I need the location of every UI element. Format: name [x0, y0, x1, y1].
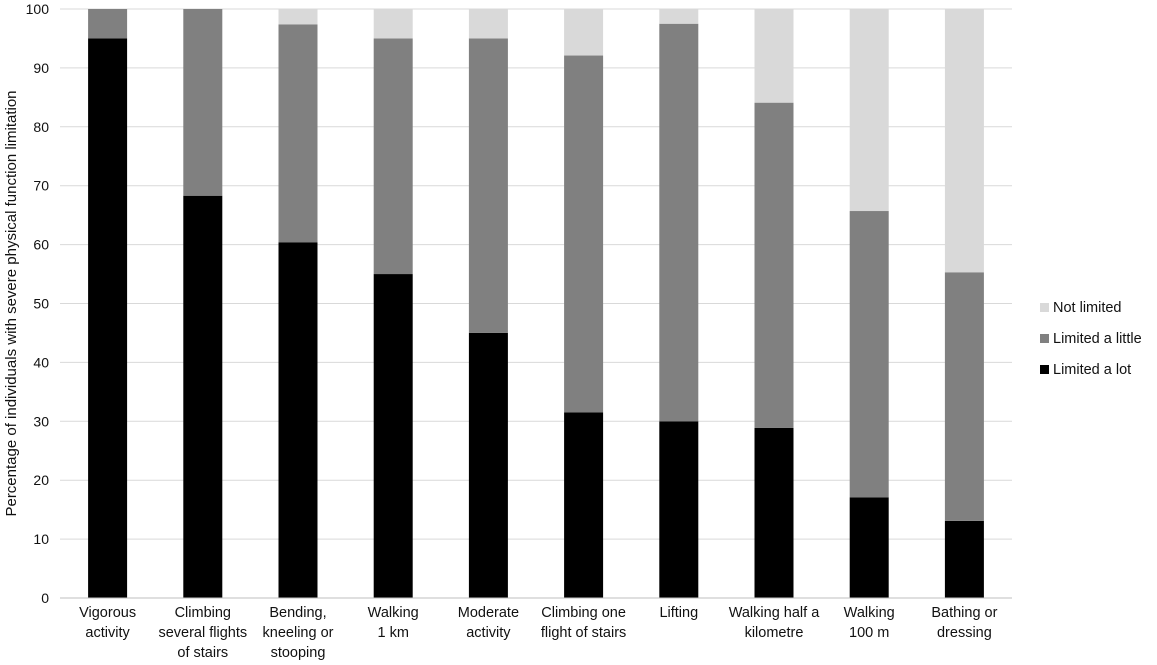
bar-segment-limited-a-lot [564, 412, 604, 598]
x-category-label-line: flight of stairs [541, 625, 626, 641]
bar-segment-limited-a-little [944, 272, 984, 521]
legend-swatch [1040, 365, 1049, 374]
x-category-label-line: Climbing [175, 605, 231, 621]
x-category-label-line: kilometre [745, 625, 804, 641]
bar-segment-not-limited [659, 9, 699, 24]
x-category-label-line: activity [466, 625, 511, 641]
x-category-label-line: Climbing one [541, 605, 626, 621]
legend-swatch [1040, 303, 1049, 312]
x-category-label: Walking half a kilometre [729, 605, 820, 641]
bar-segment-not-limited [564, 9, 604, 56]
bar-segment-not-limited [754, 9, 794, 103]
legend-label: Limited a little [1053, 330, 1142, 347]
x-category-label-line: 1 km [377, 625, 408, 641]
y-tick-label: 40 [33, 354, 49, 370]
x-axis-category-labels: Vigorous activity Climbing several flights o… [79, 605, 998, 661]
legend: Not limited Limited a little Limited a lot [1040, 292, 1142, 385]
x-category-label: Bending, kneeling or stooping [263, 605, 334, 661]
bar-segment-limited-a-lot [278, 242, 318, 598]
y-tick-label: 0 [41, 590, 49, 606]
bar-segment-limited-a-little [278, 24, 318, 243]
y-axis-title: Percentage of individuals with severe ph… [3, 90, 20, 516]
bar-segment-limited-a-little [88, 9, 128, 39]
bar-segment-limited-a-little [564, 55, 604, 413]
x-category-label: Moderate activity [458, 605, 519, 641]
bar-segment-limited-a-little [754, 102, 794, 428]
x-category-label-line: Walking half a [729, 605, 820, 621]
x-category-label-line: Walking [844, 605, 895, 621]
bar-segment-limited-a-lot [468, 332, 508, 598]
bar-segment-limited-a-little [468, 38, 508, 333]
x-category-label: Walking 100 m [844, 605, 895, 641]
y-tick-label: 10 [33, 531, 49, 547]
x-category-label: Climbing one flight of stairs [541, 605, 626, 641]
legend-item: Limited a little [1040, 323, 1142, 354]
bar-segment-not-limited [373, 9, 413, 39]
x-category-label-line: Walking [368, 605, 419, 621]
bar-segment-limited-a-lot [373, 274, 413, 598]
bar-segment-limited-a-little [849, 211, 889, 498]
bar-segment-limited-a-lot [849, 497, 889, 598]
x-category-label-line: Bathing or [931, 605, 997, 621]
bar-segment-limited-a-lot [88, 38, 128, 598]
y-tick-label: 20 [33, 472, 49, 488]
x-category-label-line: of stairs [177, 645, 228, 661]
x-category-label-line: stooping [271, 645, 326, 661]
bar-segment-not-limited [468, 9, 508, 39]
y-tick-label: 70 [33, 178, 49, 194]
x-category-label-line: several flights [158, 625, 247, 641]
legend-label: Limited a lot [1053, 361, 1132, 378]
bar-segment-limited-a-lot [944, 520, 984, 598]
bar-segment-limited-a-lot [659, 421, 699, 598]
bar-segment-limited-a-lot [183, 195, 223, 598]
x-category-label: Climbing several flights of stairs [158, 605, 247, 661]
y-tick-label: 90 [33, 60, 49, 76]
x-category-label: Walking 1 km [368, 605, 419, 641]
bar-segment-limited-a-lot [754, 427, 794, 598]
x-category-label-line: Vigorous [79, 605, 136, 621]
bar-segment-not-limited [278, 9, 318, 25]
x-category-label: Lifting [659, 605, 698, 621]
legend-item: Limited a lot [1040, 354, 1142, 385]
x-category-label-line: kneeling or [263, 625, 334, 641]
x-category-label-line: Bending, [269, 605, 326, 621]
bar-stacks [88, 9, 984, 598]
x-category-label-line: dressing [937, 625, 992, 641]
legend-swatch [1040, 334, 1049, 343]
bar-segment-not-limited [944, 9, 984, 273]
y-axis-ticks: 0 10 20 30 40 50 60 70 80 90 100 [26, 1, 50, 606]
y-tick-label: 80 [33, 119, 49, 135]
y-tick-label: 30 [33, 413, 49, 429]
y-tick-label: 60 [33, 237, 49, 253]
x-category-label-line: 100 m [849, 625, 889, 641]
x-category-label: Vigorous activity [79, 605, 136, 641]
bar-segment-limited-a-little [183, 9, 223, 196]
y-tick-label: 100 [26, 1, 50, 17]
bar-segment-limited-a-little [659, 23, 699, 422]
bar-segment-not-limited [849, 9, 889, 212]
bar-segment-limited-a-little [373, 38, 413, 275]
legend-label: Not limited [1053, 299, 1122, 316]
y-tick-label: 50 [33, 296, 49, 312]
x-category-label-line: Moderate [458, 605, 519, 621]
x-category-label: Bathing or dressing [931, 605, 997, 641]
x-category-label-line: Lifting [659, 605, 698, 621]
x-category-label-line: activity [85, 625, 130, 641]
legend-item: Not limited [1040, 292, 1142, 323]
